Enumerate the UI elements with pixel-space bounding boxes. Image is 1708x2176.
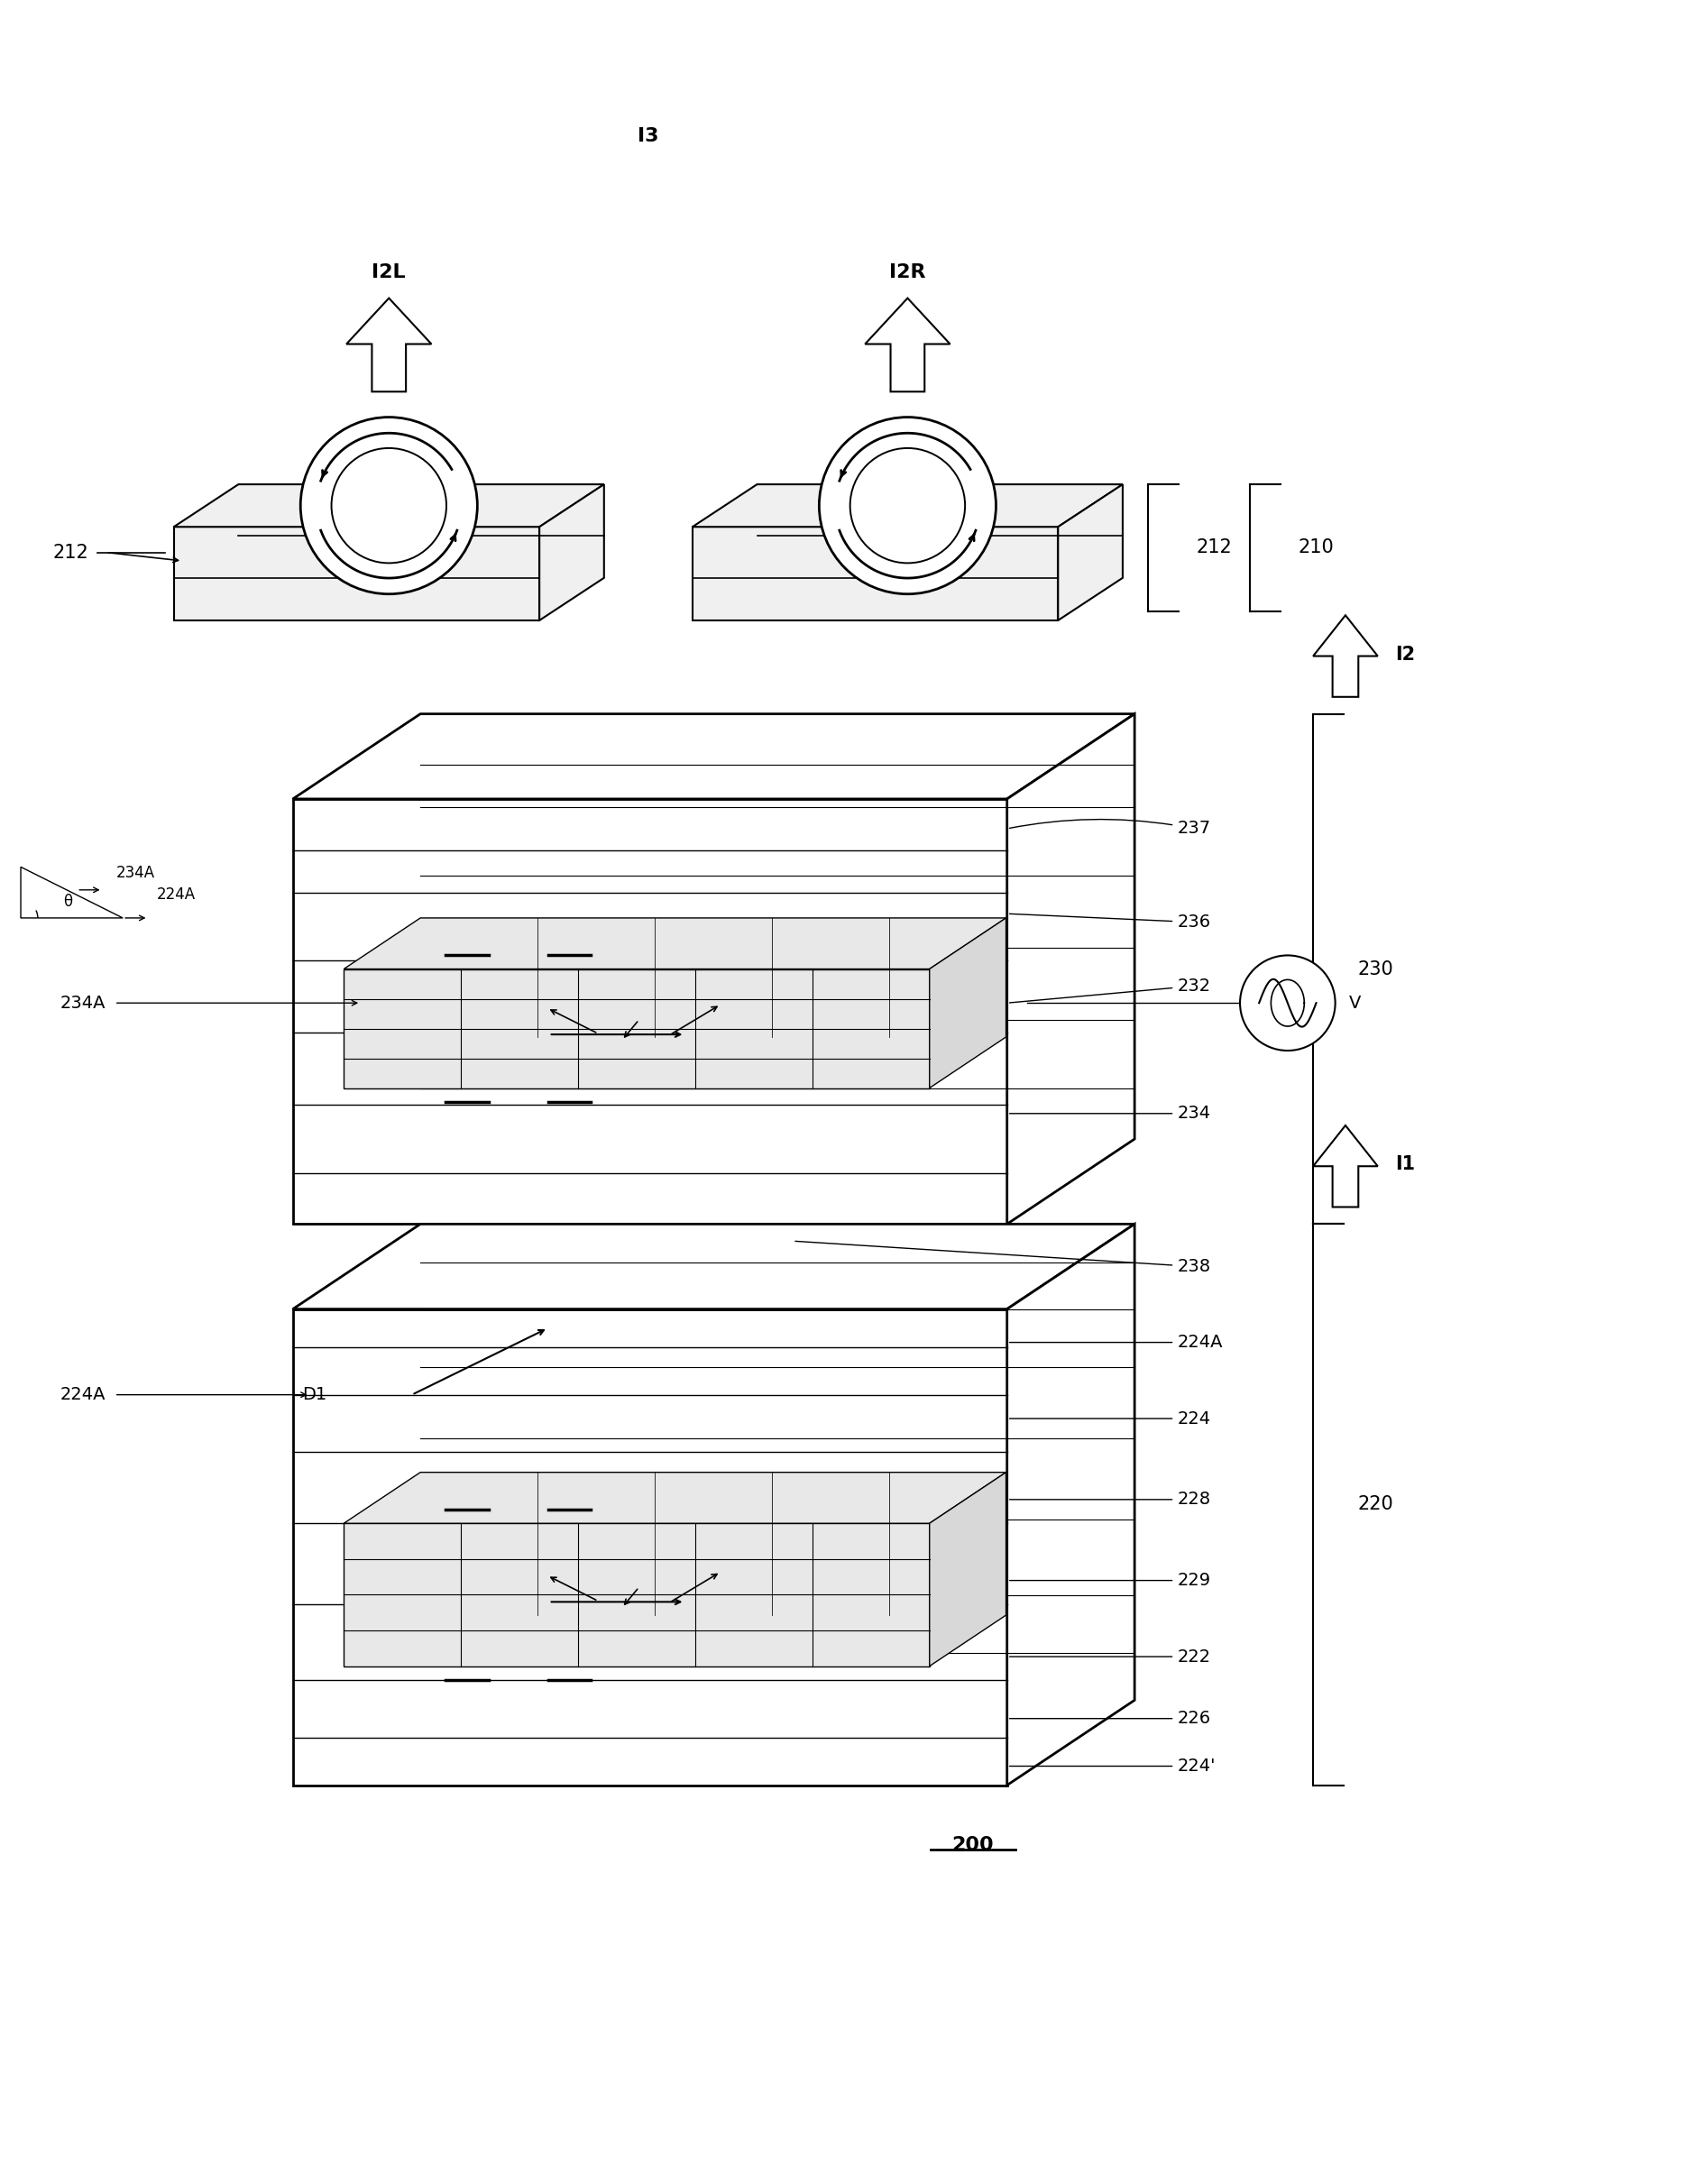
Polygon shape <box>692 485 1122 527</box>
Polygon shape <box>174 485 605 527</box>
Text: 212: 212 <box>53 544 89 561</box>
Polygon shape <box>343 968 929 1088</box>
Text: 200: 200 <box>951 1837 994 1854</box>
Polygon shape <box>864 298 950 392</box>
Polygon shape <box>692 527 1057 620</box>
Circle shape <box>820 418 996 594</box>
Text: 230: 230 <box>1358 960 1394 977</box>
Text: 226: 226 <box>1009 1710 1211 1728</box>
Text: D1: D1 <box>302 1386 326 1404</box>
Circle shape <box>851 448 965 564</box>
Text: 222: 222 <box>1009 1647 1211 1665</box>
Text: 229: 229 <box>1009 1571 1211 1588</box>
Polygon shape <box>343 1523 929 1667</box>
Text: 210: 210 <box>1298 540 1334 557</box>
Polygon shape <box>20 866 123 918</box>
Polygon shape <box>1313 1125 1378 1208</box>
Text: 224A: 224A <box>157 886 196 903</box>
Polygon shape <box>343 1473 1006 1523</box>
Text: 234A: 234A <box>116 864 155 881</box>
Text: 232: 232 <box>1009 977 1211 1003</box>
Polygon shape <box>347 298 432 392</box>
Text: V: V <box>1349 994 1361 1012</box>
Polygon shape <box>1313 616 1378 696</box>
Polygon shape <box>292 714 1134 799</box>
Polygon shape <box>292 1225 1134 1310</box>
Text: 224A: 224A <box>1009 1334 1223 1351</box>
Polygon shape <box>292 799 1008 1225</box>
Text: 220: 220 <box>1358 1495 1394 1514</box>
Polygon shape <box>343 918 1006 968</box>
Text: 212: 212 <box>1196 540 1231 557</box>
Polygon shape <box>929 918 1006 1088</box>
Polygon shape <box>174 527 540 620</box>
Text: 224A: 224A <box>60 1386 106 1404</box>
Text: 228: 228 <box>1009 1491 1211 1508</box>
Circle shape <box>1240 955 1336 1051</box>
Text: θ: θ <box>63 892 72 910</box>
Polygon shape <box>292 1310 1008 1784</box>
Polygon shape <box>1057 485 1122 620</box>
Text: 234: 234 <box>1009 1105 1211 1123</box>
Polygon shape <box>1008 714 1134 1225</box>
Text: I2R: I2R <box>890 263 926 281</box>
Text: 237: 237 <box>1009 820 1211 838</box>
Text: I3: I3 <box>637 126 659 146</box>
Text: 224: 224 <box>1009 1410 1211 1427</box>
Text: 234A: 234A <box>60 994 106 1012</box>
Text: 238: 238 <box>796 1240 1211 1275</box>
Polygon shape <box>540 485 605 620</box>
Text: I2: I2 <box>1395 646 1414 664</box>
Text: 236: 236 <box>1009 914 1211 931</box>
Circle shape <box>331 448 446 564</box>
Text: 224': 224' <box>1009 1758 1216 1776</box>
Text: I1: I1 <box>1395 1155 1414 1173</box>
Polygon shape <box>1008 1225 1134 1784</box>
Text: I2L: I2L <box>372 263 407 281</box>
Circle shape <box>301 418 477 594</box>
Polygon shape <box>929 1473 1006 1667</box>
